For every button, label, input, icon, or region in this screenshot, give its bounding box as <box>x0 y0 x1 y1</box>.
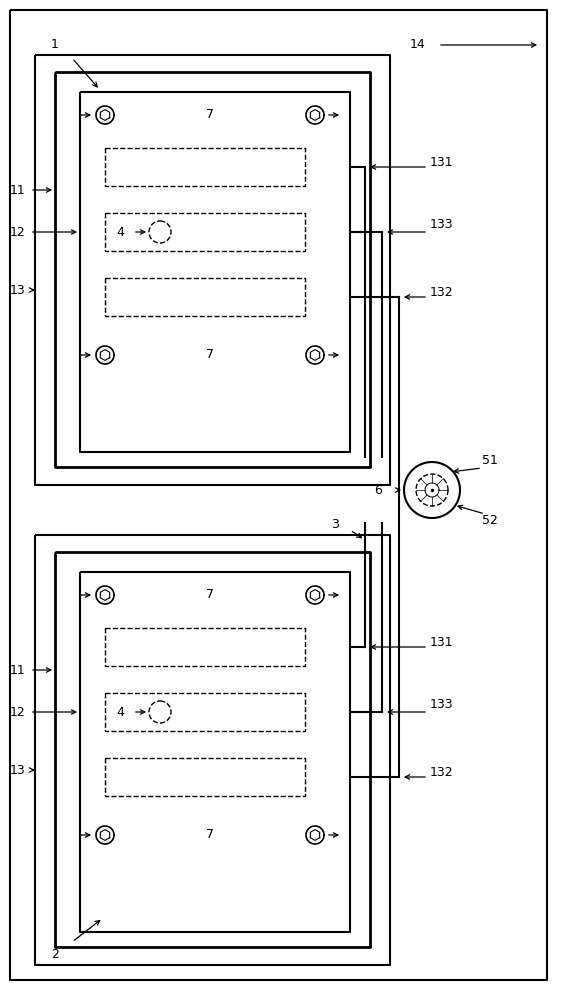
Text: 51: 51 <box>482 454 498 466</box>
Text: 4: 4 <box>116 706 124 718</box>
Text: 4: 4 <box>116 226 124 238</box>
Text: 132: 132 <box>430 766 454 778</box>
Text: 11: 11 <box>10 664 26 676</box>
Text: 12: 12 <box>10 226 26 238</box>
Text: 7: 7 <box>206 108 214 121</box>
Text: 7: 7 <box>206 588 214 601</box>
Text: 12: 12 <box>10 706 26 718</box>
Text: 13: 13 <box>10 284 26 296</box>
Text: 132: 132 <box>430 286 454 298</box>
Text: 131: 131 <box>430 636 454 648</box>
Text: 133: 133 <box>430 698 454 712</box>
Text: 52: 52 <box>482 514 498 526</box>
Text: 2: 2 <box>51 948 59 962</box>
Text: 6: 6 <box>374 484 382 496</box>
Text: 7: 7 <box>206 828 214 842</box>
Text: 3: 3 <box>331 518 339 532</box>
Text: 133: 133 <box>430 219 454 232</box>
Text: 13: 13 <box>10 764 26 776</box>
Text: 7: 7 <box>206 349 214 361</box>
Text: 14: 14 <box>410 38 426 51</box>
Text: 1: 1 <box>51 38 59 51</box>
Text: 131: 131 <box>430 155 454 168</box>
Text: 11: 11 <box>10 184 26 196</box>
